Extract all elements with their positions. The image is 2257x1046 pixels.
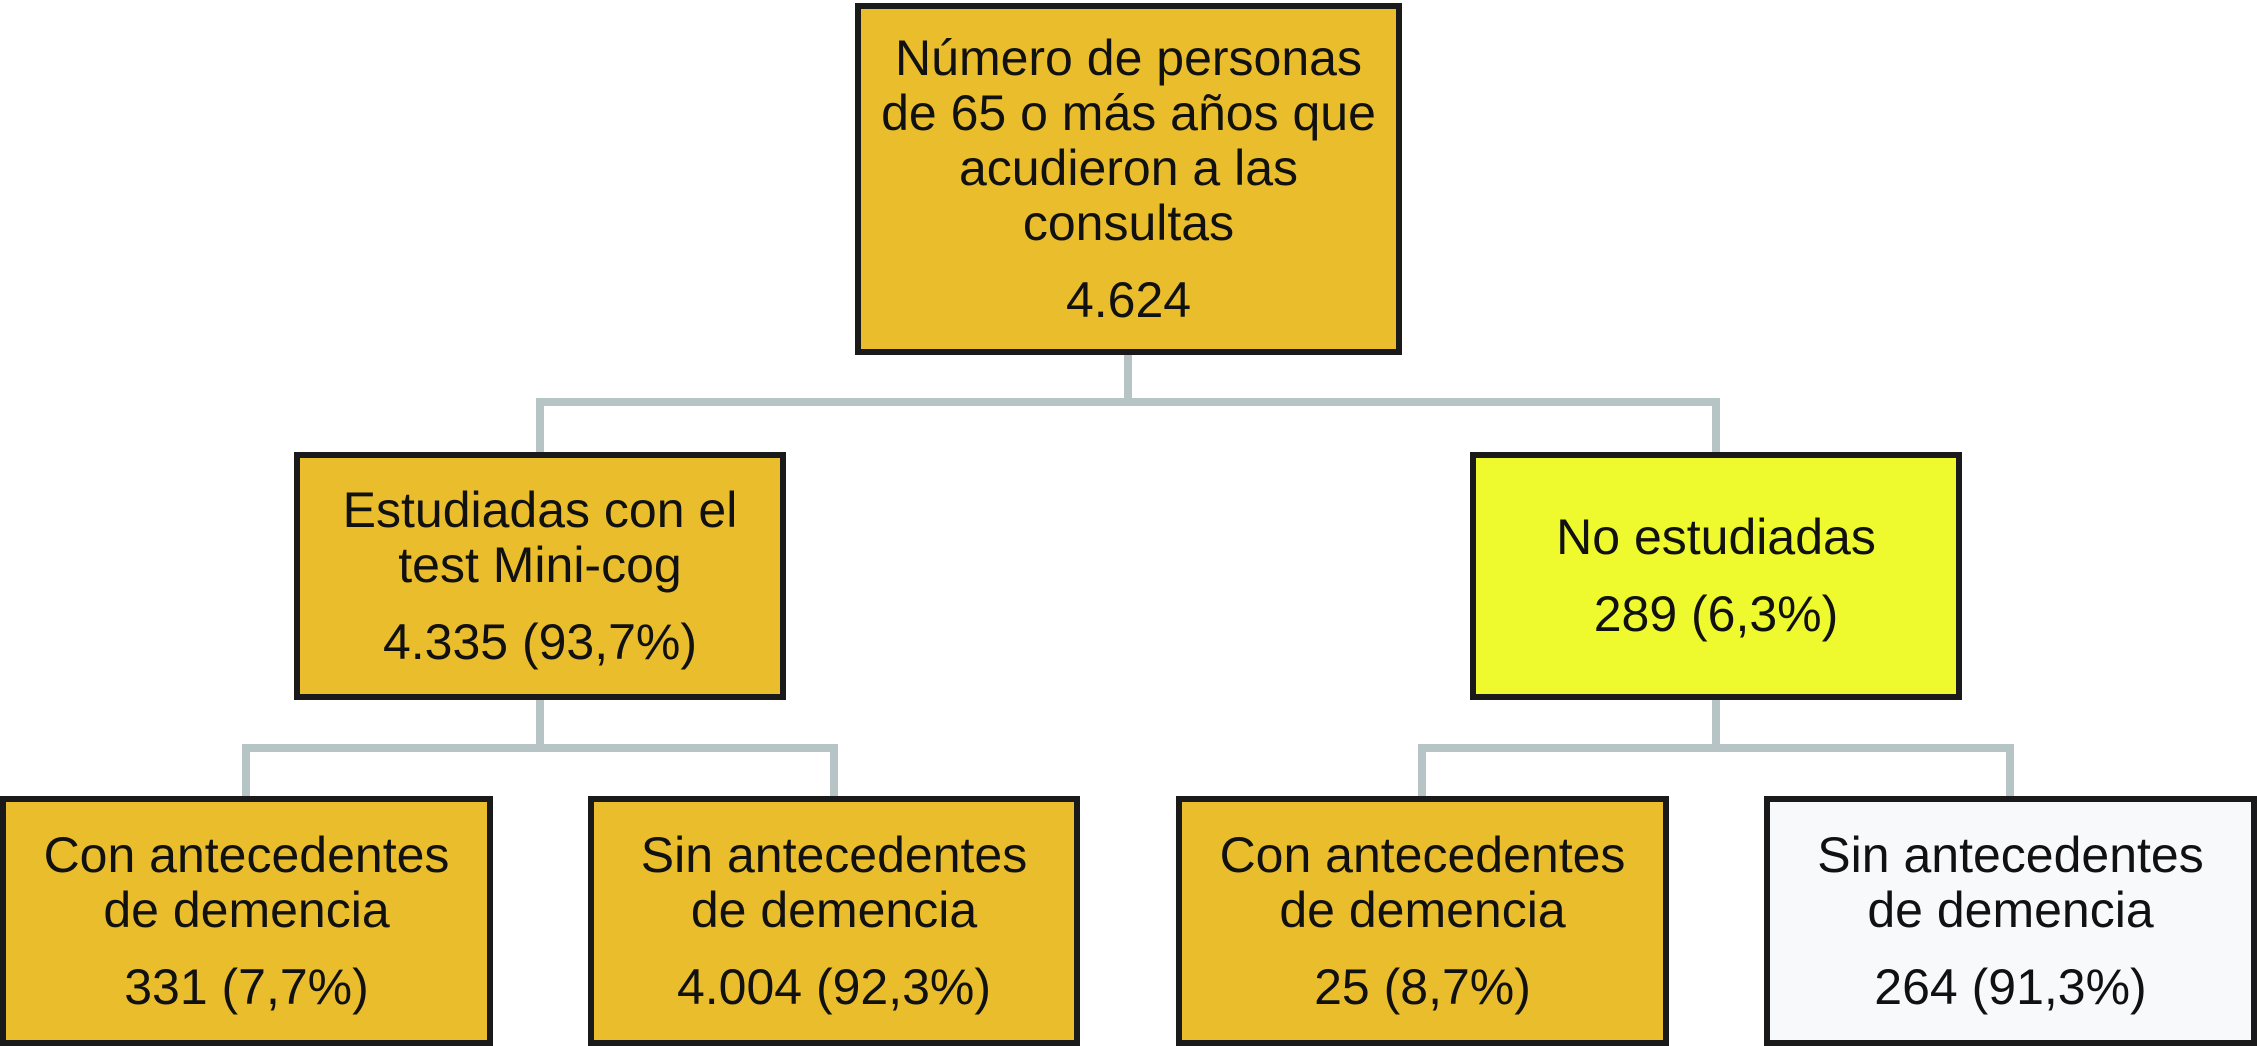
studied-node-label: Estudiadas con el test Mini-cog (342, 481, 738, 593)
unstudied-without-dementia-value: 264 (91,3%) (1874, 958, 2147, 1015)
unstudied-node-value: 289 (6,3%) (1593, 586, 1839, 642)
studied-without-dementia-node: Sin antecedentes de demencia 4.004 (92,3… (588, 796, 1080, 1046)
unstudied-with-dementia-value: 25 (8,7%) (1314, 958, 1531, 1015)
unstudied-without-dementia-node: Sin antecedentes de demencia 264 (91,3%) (1764, 796, 2257, 1046)
studied-node-value: 4.335 (93,7%) (382, 613, 698, 670)
studied-with-dementia-node: Con antecedentes de demencia 331 (7,7%) (0, 796, 493, 1046)
root-node-label: Número de personas de 65 o más años que … (881, 29, 1376, 251)
root-node-value: 4.624 (1065, 271, 1192, 328)
unstudied-with-dementia-node: Con antecedentes de demencia 25 (8,7%) (1176, 796, 1669, 1046)
unstudied-node: No estudiadas 289 (6,3%) (1470, 452, 1962, 700)
connector-studied-to-children (242, 700, 838, 796)
unstudied-node-label: No estudiadas (1556, 509, 1876, 565)
studied-with-dementia-label: Con antecedentes de demencia (43, 826, 450, 938)
studied-without-dementia-label: Sin antecedentes de demencia (640, 826, 1028, 938)
unstudied-with-dementia-label: Con antecedentes de demencia (1219, 826, 1626, 938)
connector-unstudied-to-children (1418, 700, 2014, 796)
unstudied-without-dementia-label: Sin antecedentes de demencia (1817, 826, 2204, 938)
studied-node: Estudiadas con el test Mini-cog 4.335 (9… (294, 452, 786, 700)
studied-without-dementia-value: 4.004 (92,3%) (676, 958, 992, 1015)
connector-root-to-level2 (536, 355, 1720, 452)
studied-with-dementia-value: 331 (7,7%) (124, 958, 369, 1015)
root-node: Número de personas de 65 o más años que … (855, 3, 1402, 355)
